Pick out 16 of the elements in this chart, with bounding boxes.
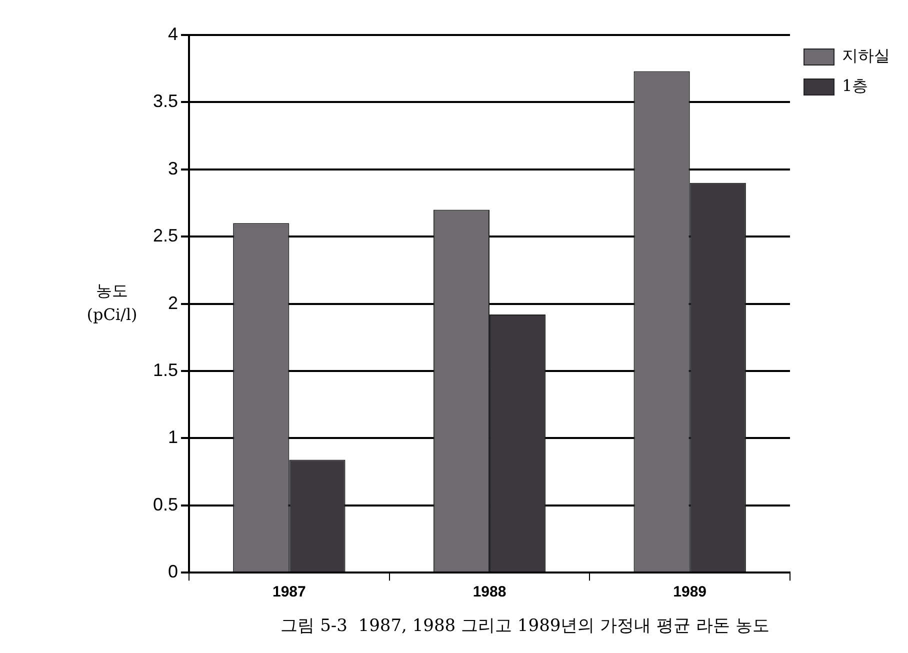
text: 그림 5-3 1987, 1988 그리고 1989년의 가정내 평균 라돈 농도 — [280, 616, 770, 636]
y-tick-label: 1 — [168, 427, 178, 448]
legend-label: 1층 — [842, 76, 868, 96]
y-tick-label: 1.5 — [152, 360, 178, 380]
x-tick-label: 1987 — [272, 584, 306, 601]
y-tick-label: 0.5 — [152, 494, 178, 514]
y-tick-label: 3.5 — [152, 91, 178, 112]
y-tick-label: 2 — [168, 292, 178, 313]
x-tick-label: 1989 — [673, 584, 707, 601]
y-axis-title: 농도 (pCi/l) — [86, 280, 138, 324]
y-tick-label: 0 — [168, 562, 178, 582]
legend-label: 지하실 — [842, 46, 890, 66]
x-tick-label: 1988 — [472, 584, 506, 601]
y-tick-label: 2.5 — [152, 226, 178, 246]
y-tick-label: 3 — [168, 158, 178, 178]
y-tick-label: 4 — [168, 24, 178, 44]
